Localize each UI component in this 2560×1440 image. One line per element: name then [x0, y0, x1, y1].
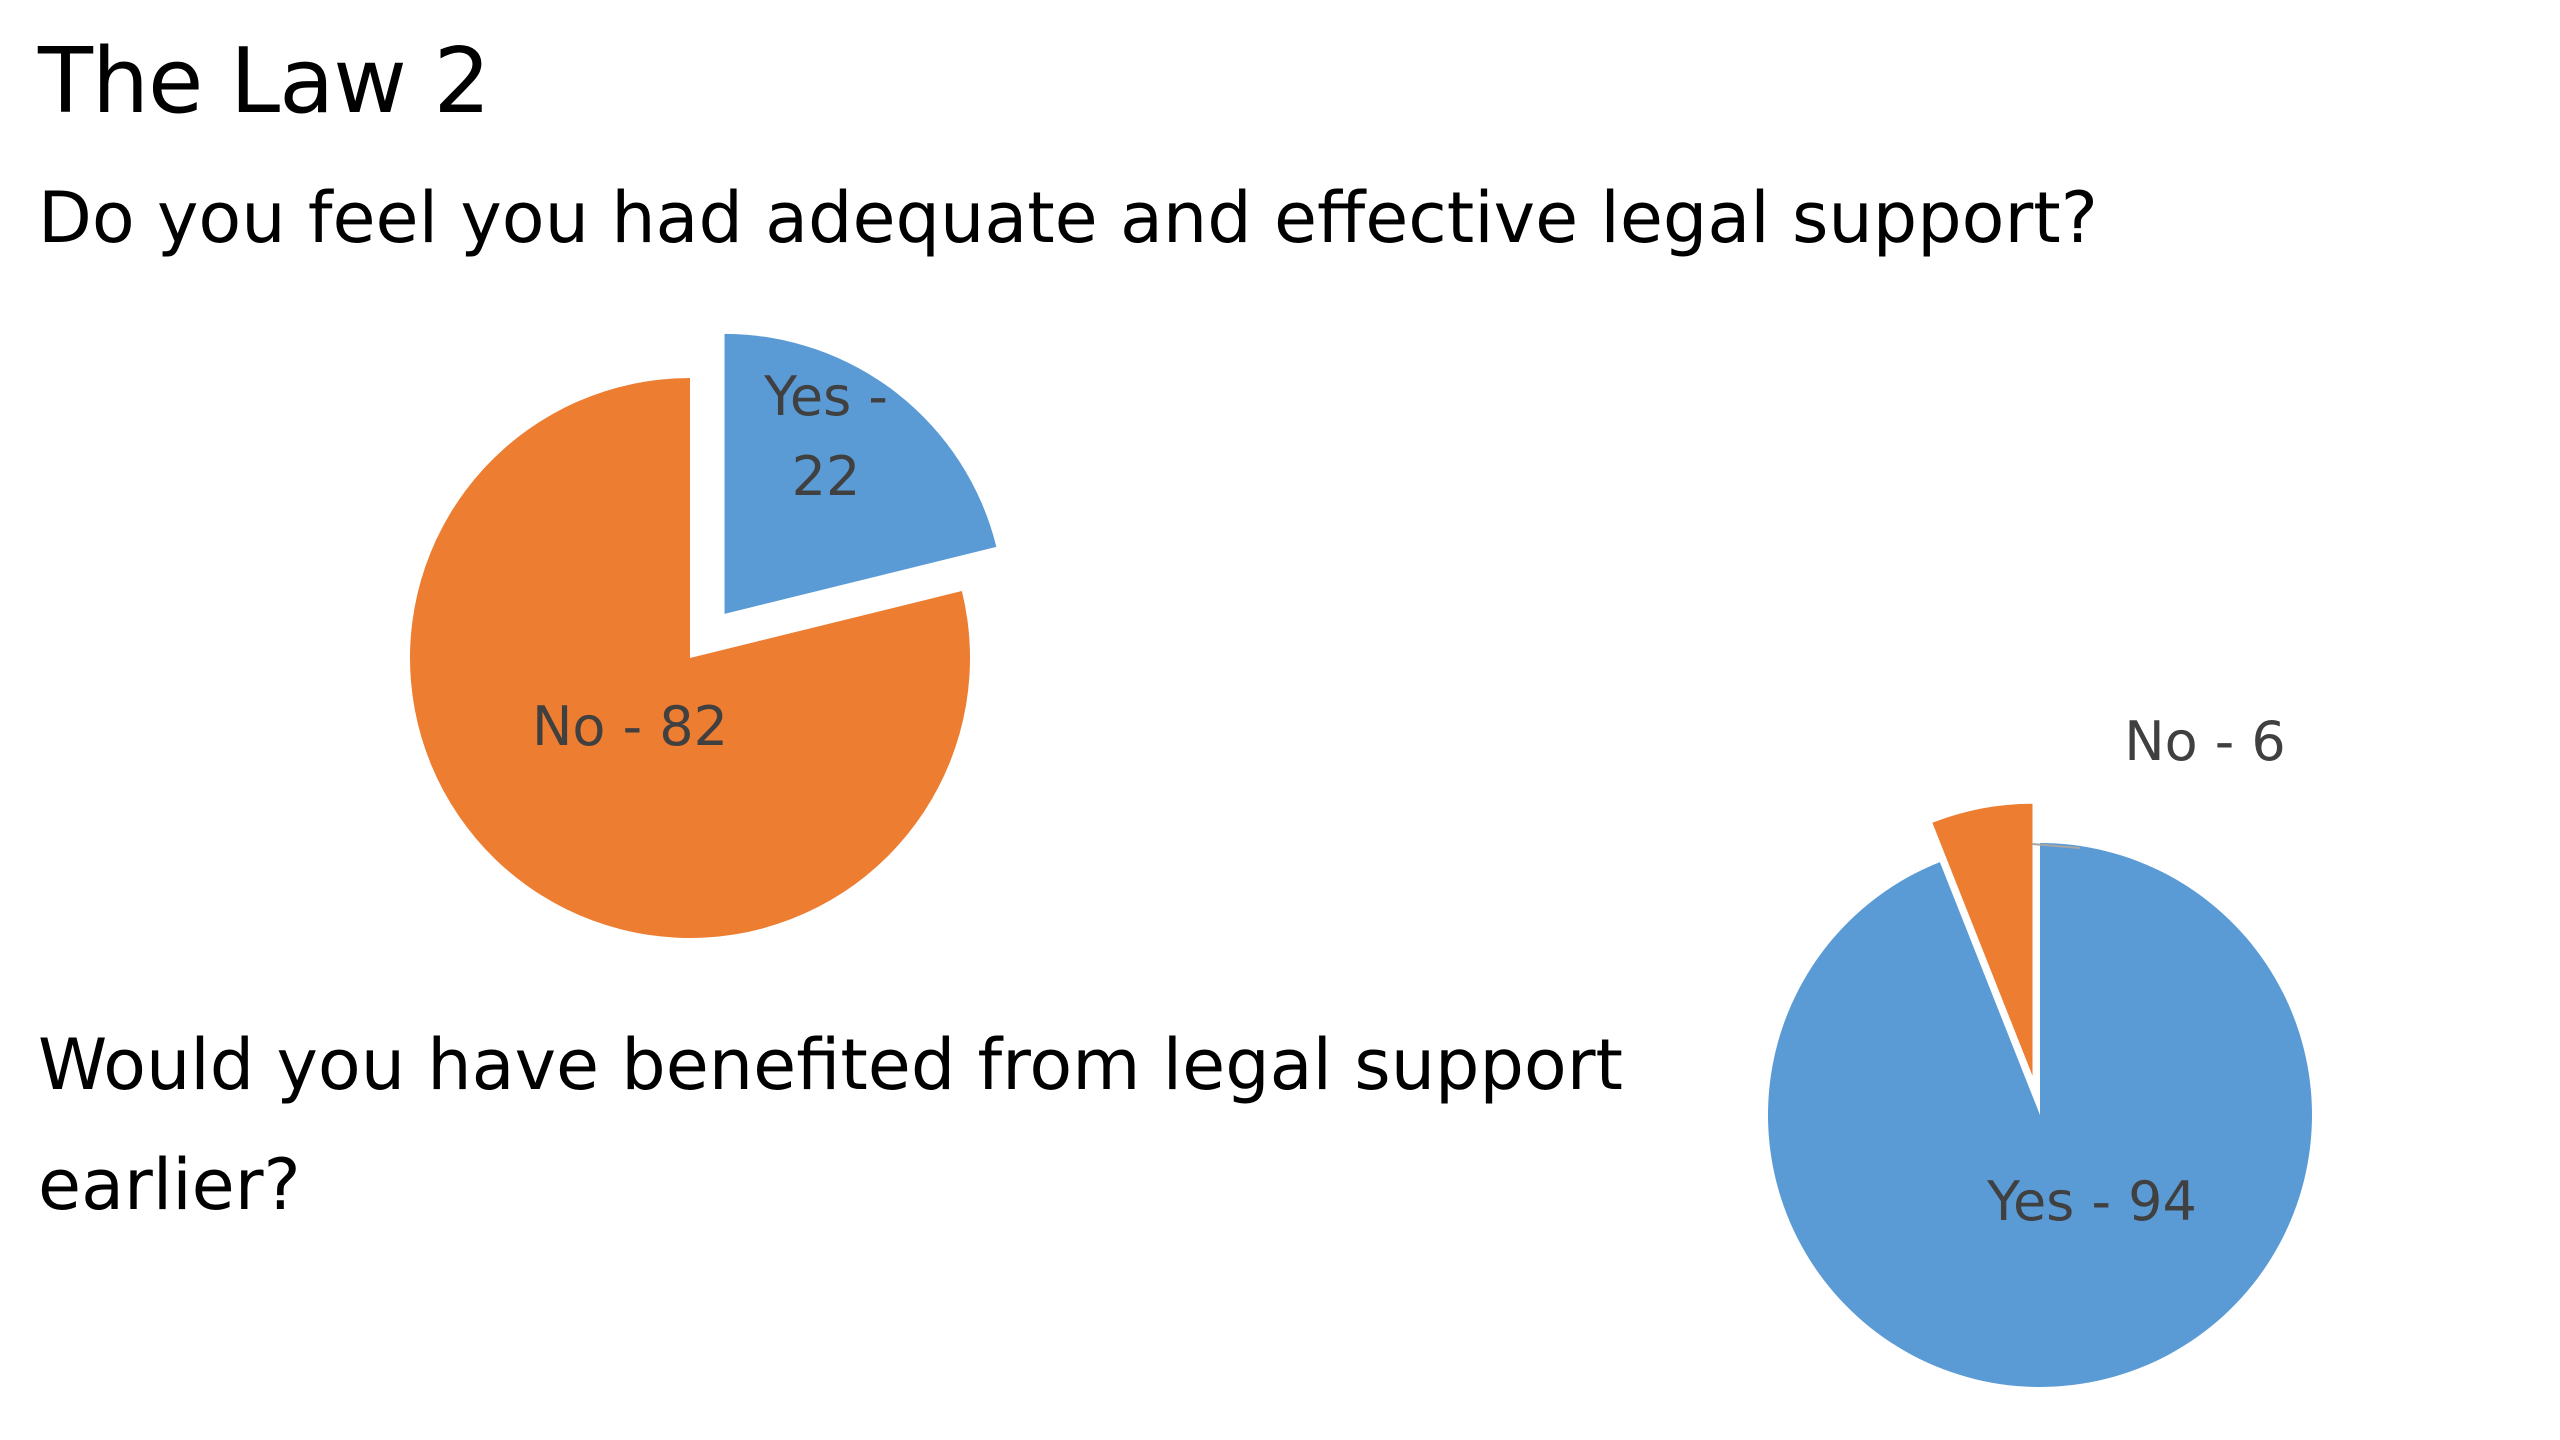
data-label-yes-line-1: Yes -: [763, 365, 888, 428]
question-benefited-earlier: Would you have benefited from legal supp…: [38, 1005, 1623, 1245]
leader-line-no: [2031, 843, 2081, 849]
question-benefited-earlier-line-2: earlier?: [38, 1144, 301, 1226]
question-benefited-earlier-line-1: Would you have benefited from legal supp…: [38, 1024, 1623, 1106]
pie-chart-adequate-support: Yes - 22 No - 82: [409, 333, 997, 939]
data-label-yes: Yes - 94: [1986, 1170, 2197, 1233]
pie-chart-benefited-earlier: No - 6 Yes - 94: [1767, 710, 2312, 1387]
slide-title: The Law 2: [38, 29, 491, 134]
data-label-no: No - 82: [532, 695, 728, 758]
data-label-no: No - 6: [2124, 710, 2286, 773]
question-adequate-support: Do you feel you had adequate and effecti…: [38, 177, 2098, 259]
pie-slice-yes: [724, 333, 997, 614]
pie-slice-no: [1932, 803, 2033, 1076]
pie-slice-no: [409, 378, 970, 939]
pie-slice-yes: [1767, 843, 2312, 1387]
data-label-yes-line-2: 22: [792, 445, 861, 508]
